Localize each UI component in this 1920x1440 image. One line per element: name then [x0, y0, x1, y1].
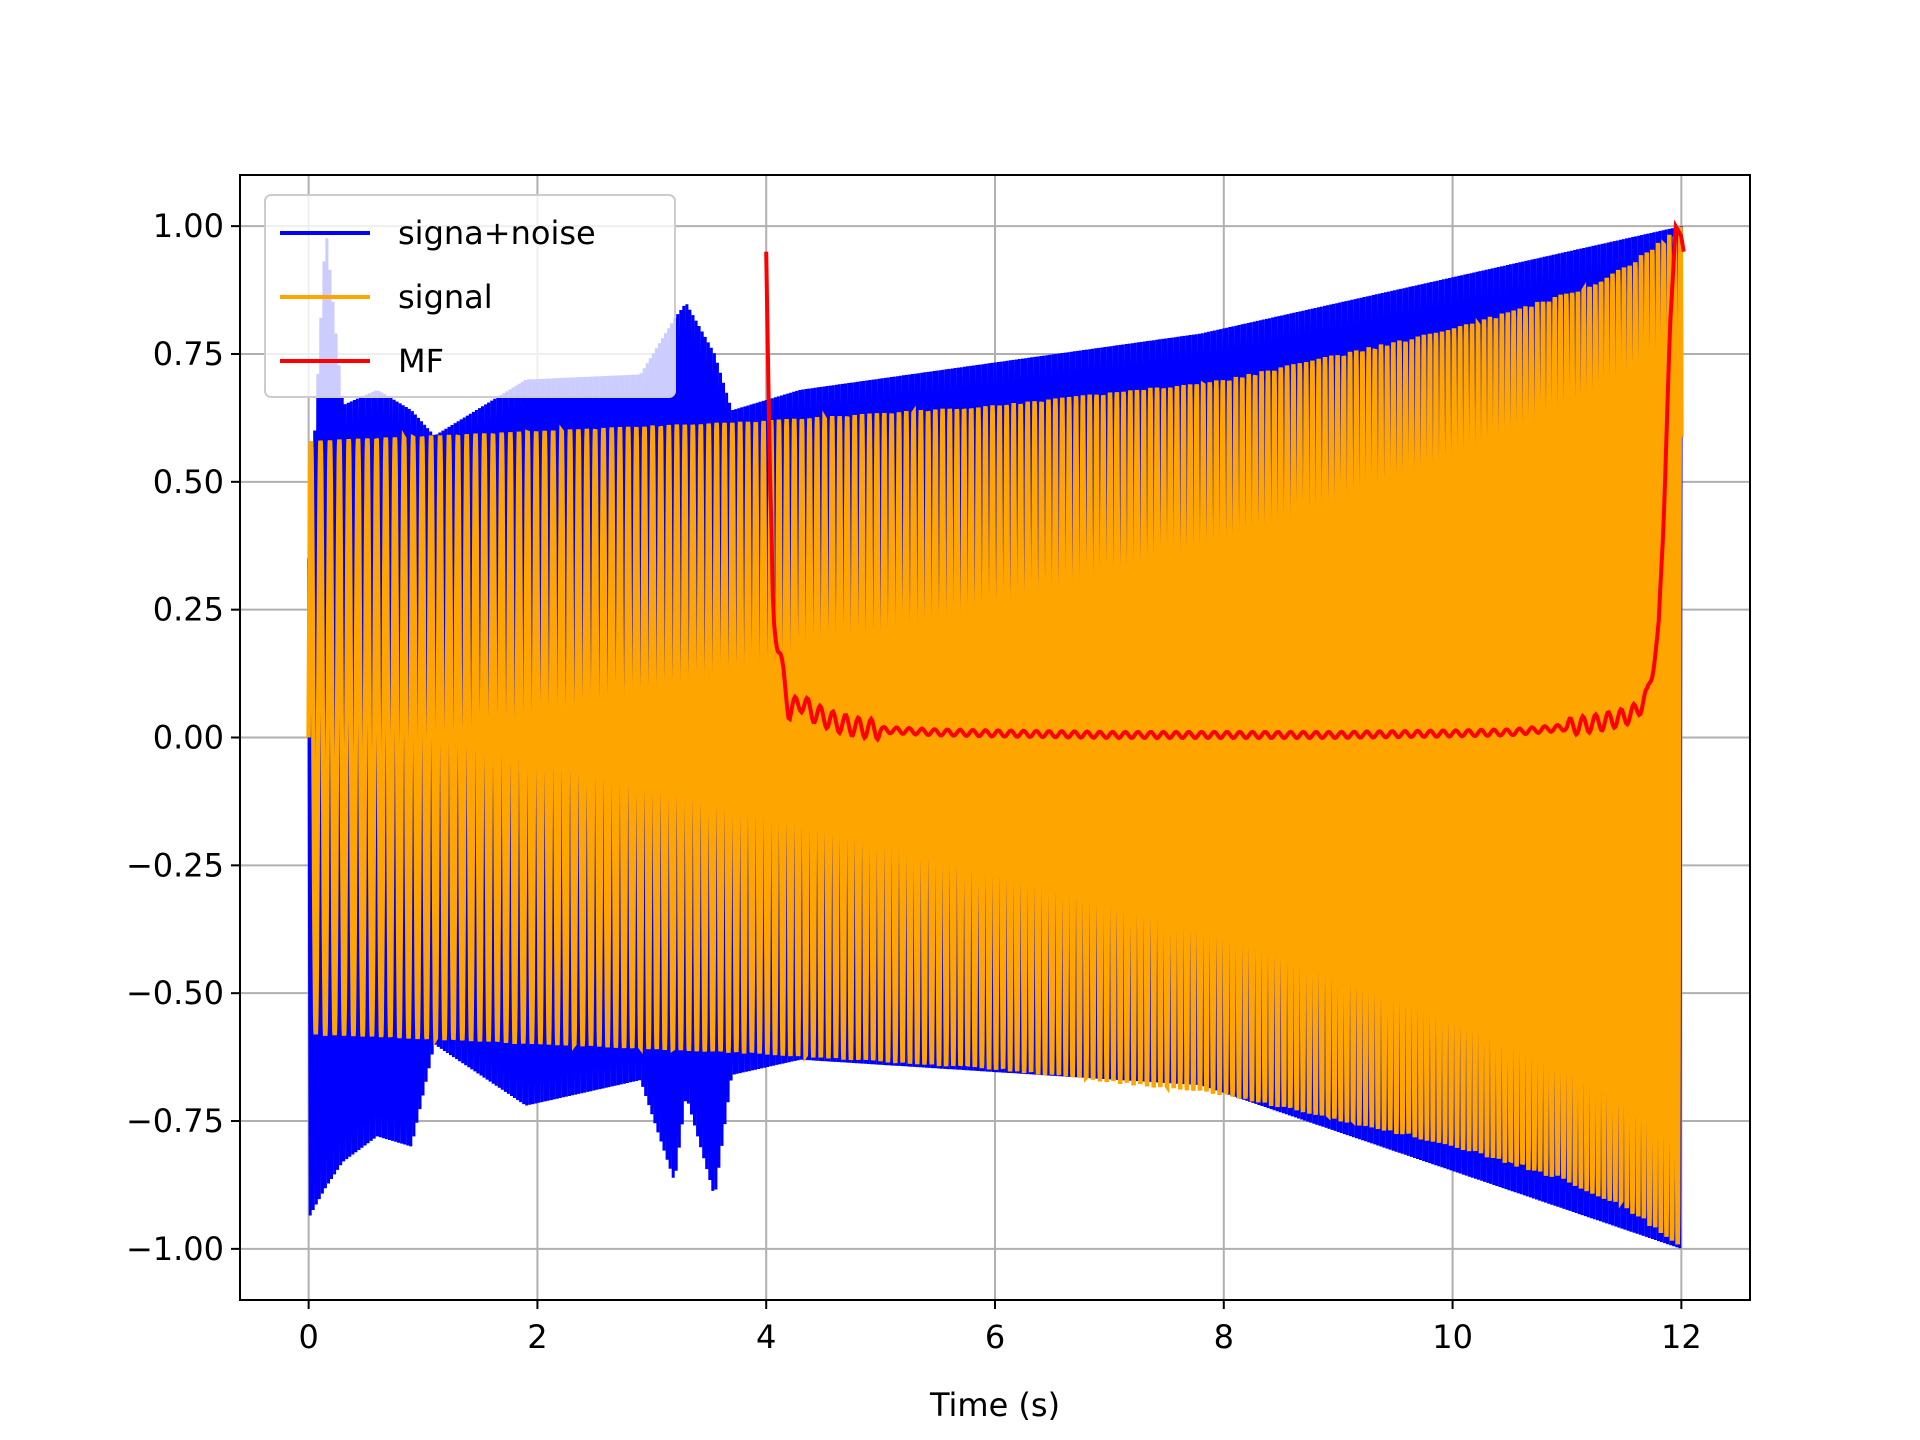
x-tick-label: 12: [1661, 1318, 1702, 1356]
x-axis: 0 2 4 6 8 10 12: [298, 1300, 1702, 1356]
x-axis-label: Time (s): [929, 1386, 1060, 1424]
y-tick-label: −1.00: [126, 1230, 224, 1268]
series-mf-line: [764, 219, 1686, 743]
legend-label: signa+noise: [398, 214, 596, 252]
legend: signa+noise signal MF: [264, 194, 676, 398]
y-tick-label: −0.75: [126, 1102, 224, 1140]
x-tick-label: 0: [298, 1318, 318, 1356]
y-axis: −1.00 −0.75 −0.50 −0.25 0.00 0.25 0.50 0.75 1.00: [126, 207, 240, 1268]
y-tick-label: −0.50: [126, 974, 224, 1012]
y-tick-label: 0.75: [153, 335, 224, 373]
x-tick-label: 8: [1214, 1318, 1234, 1356]
y-tick-label: 1.00: [153, 207, 224, 245]
legend-label: signal: [398, 278, 493, 316]
y-tick-label: 0.50: [153, 463, 224, 501]
x-tick-label: 4: [756, 1318, 776, 1356]
y-tick-label: 0.25: [153, 591, 224, 629]
series-signal-line: [306, 226, 1684, 1245]
x-tick-label: 10: [1432, 1318, 1473, 1356]
x-tick-label: 2: [527, 1318, 547, 1356]
x-tick-label: 6: [985, 1318, 1005, 1356]
y-tick-label: −0.25: [126, 846, 224, 884]
legend-label: MF: [398, 342, 444, 380]
y-tick-label: 0.00: [153, 719, 224, 757]
legend-box: [264, 194, 676, 398]
